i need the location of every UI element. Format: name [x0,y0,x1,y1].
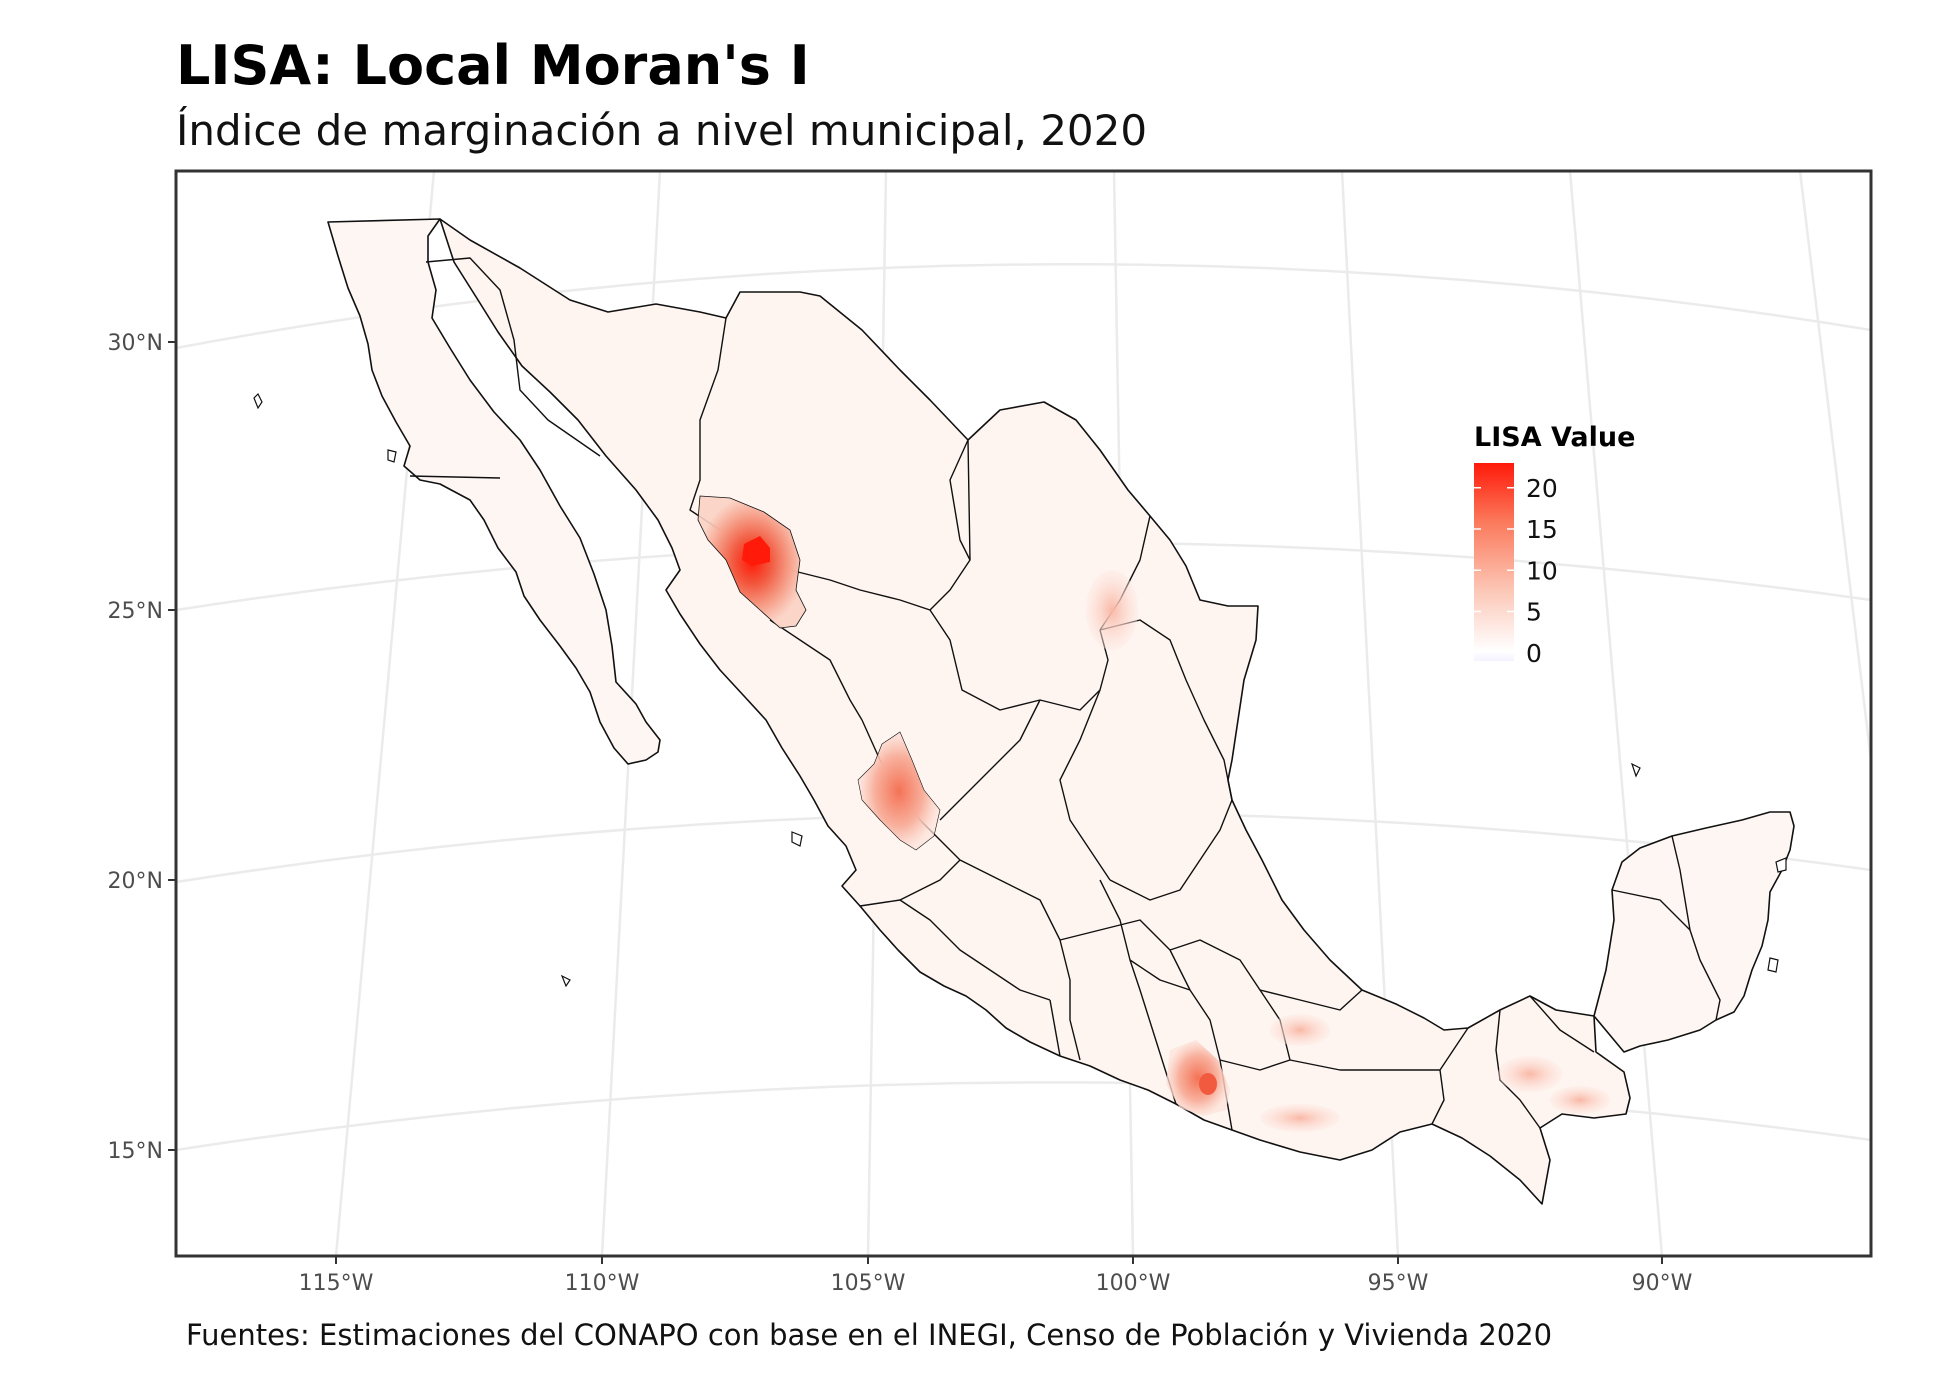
lon-label-100: 100°W [1096,1271,1171,1296]
legend-tick-label: 10 [1526,556,1558,585]
page-title: LISA: Local Moran's I [176,34,810,97]
lon-label-95: 95°W [1368,1271,1429,1296]
page-subtitle: Índice de marginación a nivel municipal,… [176,106,1148,155]
hotspot-oaxaca-coast [1260,1104,1340,1132]
lon-label-105: 105°W [831,1271,906,1296]
legend-tick-label: 20 [1526,474,1558,503]
lon-label-110: 110°W [565,1271,640,1296]
legend-tick-label: 5 [1526,598,1542,627]
lat-label-25: 25°N [108,599,163,624]
hotspot-tarahumara-core [742,536,770,566]
hotspot-clusters [697,495,1610,1132]
lon-label-90: 90°W [1632,1271,1693,1296]
lat-label-20: 20°N [108,869,163,894]
hotspot-gran-nayar [857,731,941,851]
baja-california-region [327,218,661,765]
hotspot-montana-guerrero [1166,1040,1230,1116]
lon-label-115: 115°W [299,1271,374,1296]
legend-title: LISA Value [1474,422,1635,453]
lat-label-30: 30°N [108,331,163,356]
legend-colorbar [1474,463,1514,661]
hotspot-altos-chiapas [1498,1056,1562,1092]
source-caption: Fuentes: Estimaciones del CONAPO con bas… [186,1318,1553,1352]
legend-tick-label: 15 [1526,515,1558,544]
legend: LISA Value 20 15 10 5 0 [1474,422,1635,668]
hotspot-guerrero-core [1199,1073,1217,1095]
mexico-map [253,218,1795,1205]
meridian-85 [1798,171,1871,761]
lat-label-15: 15°N [108,1139,163,1164]
panel-border [174,169,1873,1258]
lat-axis: 30°N 25°N 20°N 15°N [108,331,176,1164]
hotspot-oaxaca [1270,1014,1330,1046]
meridian-90 [1568,171,1664,1256]
legend-tick-label: 0 [1526,639,1542,668]
lon-axis: 115°W 110°W 105°W 100°W 95°W 90°W [299,1256,1693,1296]
legend-ticks: 20 15 10 5 0 [1474,474,1558,668]
baja-state-border [409,475,501,479]
hotspot-chiapas-east [1550,1086,1610,1114]
islands [253,392,1787,988]
hotspot-huasteca [1086,570,1138,650]
